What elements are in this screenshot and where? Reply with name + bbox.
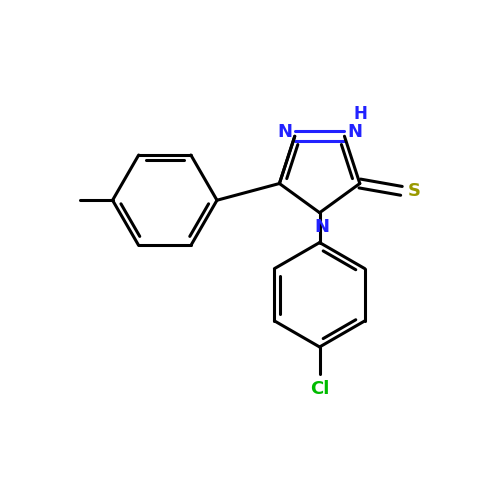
Text: S: S [408,182,420,200]
Text: N: N [347,124,362,142]
Text: H: H [354,105,368,123]
Text: N: N [314,218,330,236]
Text: N: N [278,124,292,142]
Text: Cl: Cl [310,380,330,398]
